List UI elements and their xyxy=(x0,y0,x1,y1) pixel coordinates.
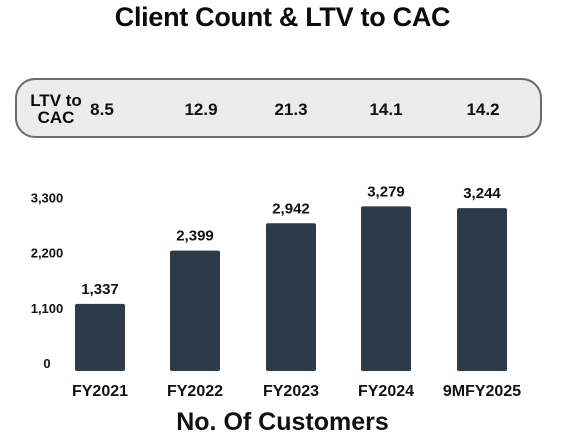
bar-value-label: 3,279 xyxy=(367,183,405,200)
bar-9mfy2025 xyxy=(457,208,507,371)
bar-value-label: 3,244 xyxy=(463,185,501,202)
ltv-to-cac-value-fy2021: 8.5 xyxy=(90,100,114,119)
bar-fy2021 xyxy=(75,303,125,371)
bar-fy2022 xyxy=(170,250,220,371)
y-tick-label: 3,300 xyxy=(31,190,64,205)
x-tick-label: FY2021 xyxy=(72,383,128,400)
bar-value-label: 2,942 xyxy=(272,200,310,217)
x-tick-label: FY2022 xyxy=(167,383,223,400)
chart-title: Client Count & LTV to CAC xyxy=(114,2,451,32)
bar-fy2024 xyxy=(361,206,411,371)
ltv-to-cac-value-fy2024: 14.1 xyxy=(369,100,403,119)
ltv-to-cac-value-fy2023: 21.3 xyxy=(274,100,308,119)
x-tick-label: FY2024 xyxy=(358,383,414,400)
y-tick-label: 2,200 xyxy=(31,246,64,261)
ltv-to-cac-value-fy2022: 12.9 xyxy=(184,100,218,119)
ltv-to-cac-label: LTV to CAC xyxy=(30,91,82,127)
x-axis-label: No. Of Customers xyxy=(176,408,389,436)
y-tick-label: 0 xyxy=(43,356,50,371)
x-tick-label: FY2023 xyxy=(263,383,319,400)
bar-value-label: 2,399 xyxy=(176,228,214,245)
x-tick-label: 9MFY2025 xyxy=(443,383,521,400)
bar-fy2023 xyxy=(266,223,316,371)
ltv-to-cac-value-9mfy2025: 14.2 xyxy=(466,100,500,119)
ltv-to-cac-panel: LTV to CAC 8.5 12.9 21.3 14.1 14.2 xyxy=(15,78,542,138)
bar-value-label: 1,337 xyxy=(81,281,119,298)
y-tick-label: 1,100 xyxy=(31,301,64,316)
